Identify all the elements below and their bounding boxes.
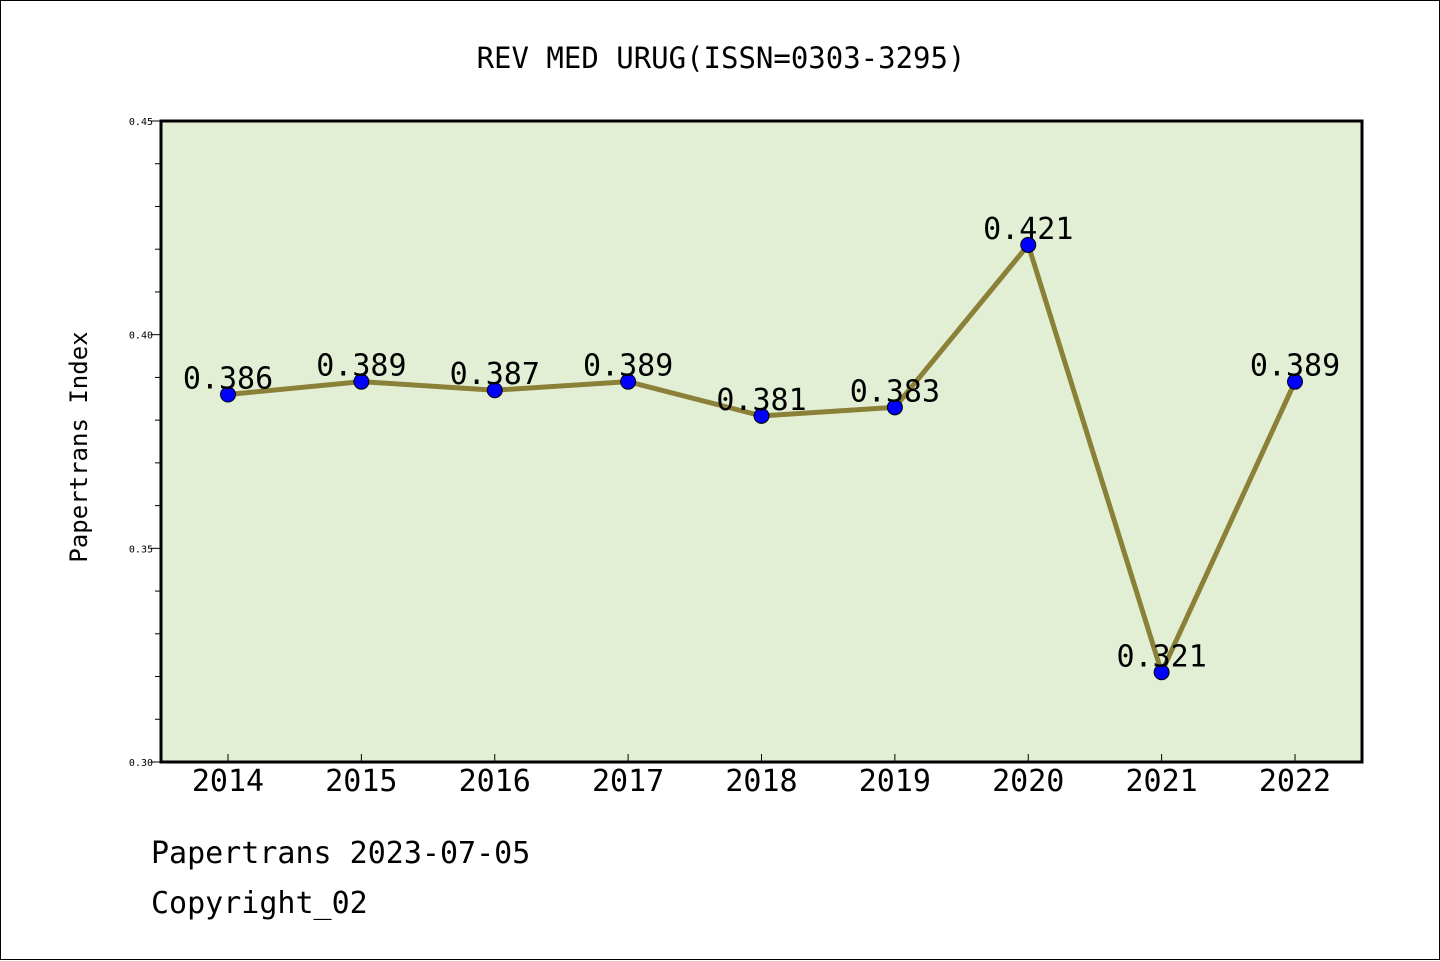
data-label-2019: 0.383 [850,374,940,409]
data-point-2019 [886,399,903,416]
x-tick-label: 2016 [459,764,531,799]
x-tick-label: 2014 [192,764,264,799]
data-label-2014: 0.386 [183,361,273,396]
x-axis: 2014 2015 2016 2017 2018 2019 2020 2021 2022 [192,754,1331,799]
footer-date-text: Papertrans 2023-07-05 [151,836,531,871]
data-label-2016: 0.387 [450,357,540,392]
x-tick-label: 2020 [992,764,1064,799]
data-point-2020 [1020,236,1037,253]
y-tick-label: 0.45 [129,117,153,128]
y-tick-label: 0.30 [129,758,153,769]
data-point-2017 [620,373,637,390]
y-axis: 0.30 0.35 0.40 0.45 [129,117,161,769]
footer-copyright-text: Copyright_02 [151,886,368,921]
data-label-2021: 0.321 [1116,639,1206,674]
data-point-2022 [1287,373,1303,390]
data-label-2017: 0.389 [583,349,673,384]
data-point-2018 [753,407,770,424]
y-axis-label: Papertrans Index [65,331,93,562]
x-tick-label: 2022 [1259,764,1331,799]
chart-title: REV MED URUG(ISSN=0303-3295) [477,41,966,75]
data-label-2018: 0.381 [716,383,806,418]
data-point-2016 [486,382,503,399]
x-tick-label: 2017 [592,764,664,799]
x-tick-label: 2015 [325,764,397,799]
y-tick-label: 0.40 [129,331,153,342]
y-tick-label: 0.35 [129,544,153,555]
data-point-2015 [353,373,370,390]
x-tick-label: 2019 [859,764,931,799]
data-labels: 0.386 0.389 0.387 0.389 0.381 0.383 0.421 0.321… [183,212,1340,674]
data-label-2015: 0.389 [316,349,406,384]
data-label-2020: 0.421 [983,212,1073,247]
plot-area [159,119,1364,764]
x-tick-label: 2018 [725,764,797,799]
data-label-2022: 0.389 [1250,349,1340,384]
data-points [220,236,1303,681]
x-tick-label: 2021 [1126,764,1198,799]
data-point-2021 [1153,664,1170,681]
data-point-2014 [220,386,236,403]
